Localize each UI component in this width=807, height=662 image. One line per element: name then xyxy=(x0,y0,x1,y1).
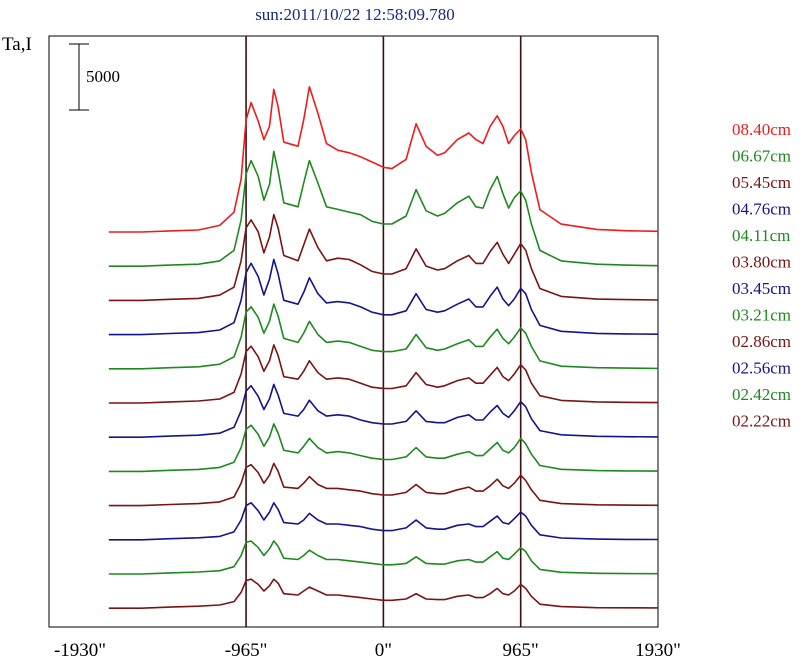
series-line-03.80cm xyxy=(108,344,659,404)
y-axis-label: Ta,I xyxy=(2,34,32,55)
series-group xyxy=(108,86,659,609)
scale-bar-label: 5000 xyxy=(86,67,120,86)
legend: 08.40cm 06.67cm 05.45cm 04.76cm 04.11cm 03.80… xyxy=(732,120,791,431)
x-tick-label: 965" xyxy=(503,640,539,661)
legend-entry: 08.40cm xyxy=(732,120,791,139)
series-line-04.76cm xyxy=(108,258,659,336)
legend-entry: 02.22cm xyxy=(732,412,791,431)
series-line-02.86cm xyxy=(108,462,659,507)
series-line-02.42cm xyxy=(108,540,659,575)
legend-entry: 02.86cm xyxy=(732,332,791,351)
series-line-02.56cm xyxy=(108,502,659,541)
legend-entry: 03.45cm xyxy=(732,279,791,298)
series-line-05.45cm xyxy=(108,213,659,302)
series-line-08.40cm xyxy=(108,86,659,233)
x-tick-label: -1930" xyxy=(54,640,106,661)
legend-entry: 03.21cm xyxy=(732,306,791,325)
x-tick-label: 1930" xyxy=(635,640,681,661)
chart-title: sun:2011/10/22 12:58:09.780 xyxy=(255,5,455,24)
vertical-line-group xyxy=(245,36,522,627)
legend-entry: 02.42cm xyxy=(732,385,791,404)
legend-entry: 06.67cm xyxy=(732,147,791,166)
series-line-06.67cm xyxy=(108,150,659,267)
x-tick-label: -965" xyxy=(225,640,268,661)
series-line-04.11cm xyxy=(108,303,659,370)
series-line-03.45cm xyxy=(108,383,659,438)
legend-entry: 04.76cm xyxy=(732,200,791,219)
x-tick-labels: -1930" -965" 0" 965" 1930" xyxy=(54,640,681,661)
scale-bar: 5000 xyxy=(69,43,120,111)
series-line-02.22cm xyxy=(108,578,659,609)
legend-entry: 02.56cm xyxy=(732,359,791,378)
legend-entry: 05.45cm xyxy=(732,173,791,192)
x-tick-label: 0" xyxy=(375,640,392,661)
series-line-03.21cm xyxy=(108,423,659,473)
legend-entry: 03.80cm xyxy=(732,253,791,272)
plot-frame xyxy=(48,35,659,628)
legend-entry: 04.11cm xyxy=(732,226,790,245)
